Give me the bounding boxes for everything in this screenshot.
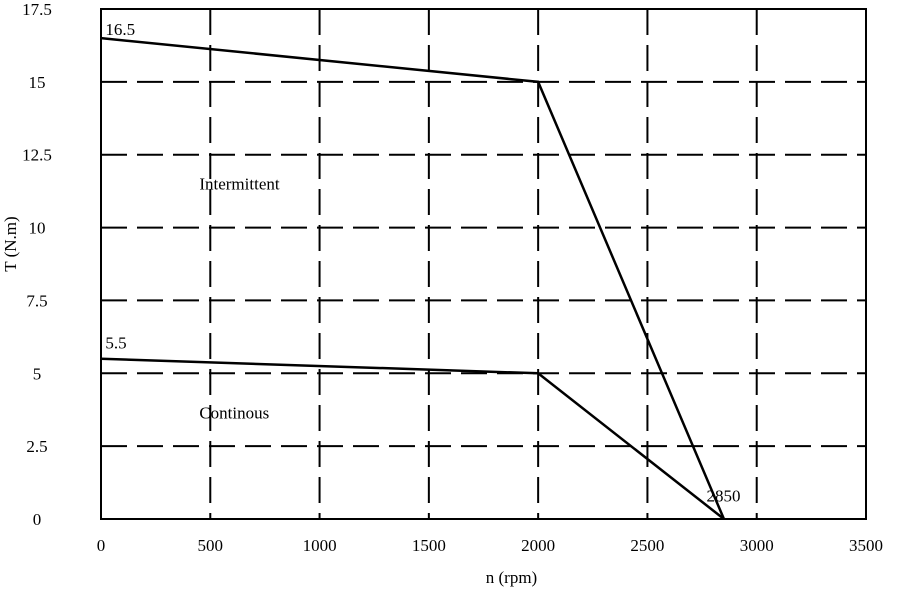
annotation-label: 16.5 bbox=[105, 20, 135, 39]
annotations: 16.5 5.5 2850 Intermittent Continous bbox=[105, 20, 740, 505]
tick-labels: 0 500 1000 1500 2000 2500 3000 3500 0 2.5 5 7.5 10 12… bbox=[22, 0, 883, 555]
x-tick-label: 2500 bbox=[630, 536, 664, 555]
y-tick-label: 5 bbox=[33, 364, 42, 383]
y-tick-label: 10 bbox=[29, 219, 46, 238]
x-axis-title: n (rpm) bbox=[486, 568, 537, 587]
annotation-label: Intermittent bbox=[199, 175, 280, 194]
x-tick-label: 500 bbox=[198, 536, 224, 555]
annotation-label: Continous bbox=[199, 403, 269, 422]
y-tick-label: 15 bbox=[29, 73, 46, 92]
plot-frame bbox=[100, 8, 867, 520]
series-line-continous bbox=[100, 357, 725, 520]
x-tick-label: 3000 bbox=[740, 536, 774, 555]
x-tick-label: 0 bbox=[97, 536, 106, 555]
y-tick-label: 12.5 bbox=[22, 146, 52, 165]
series-group bbox=[100, 36, 726, 520]
y-tick-label: 0 bbox=[33, 510, 42, 529]
grid bbox=[101, 9, 866, 519]
series-line-intermittent bbox=[100, 36, 726, 520]
y-axis-title: T (N.m) bbox=[1, 216, 20, 271]
annotation-label: 5.5 bbox=[105, 334, 126, 353]
y-tick-label: 2.5 bbox=[26, 437, 47, 456]
y-tick-label: 17.5 bbox=[22, 0, 52, 19]
annotation-label: 2850 bbox=[706, 487, 740, 506]
x-tick-label: 2000 bbox=[521, 536, 555, 555]
x-tick-label: 1500 bbox=[412, 536, 446, 555]
y-tick-label: 7.5 bbox=[26, 291, 47, 310]
x-tick-label: 1000 bbox=[303, 536, 337, 555]
x-tick-label: 3500 bbox=[849, 536, 883, 555]
